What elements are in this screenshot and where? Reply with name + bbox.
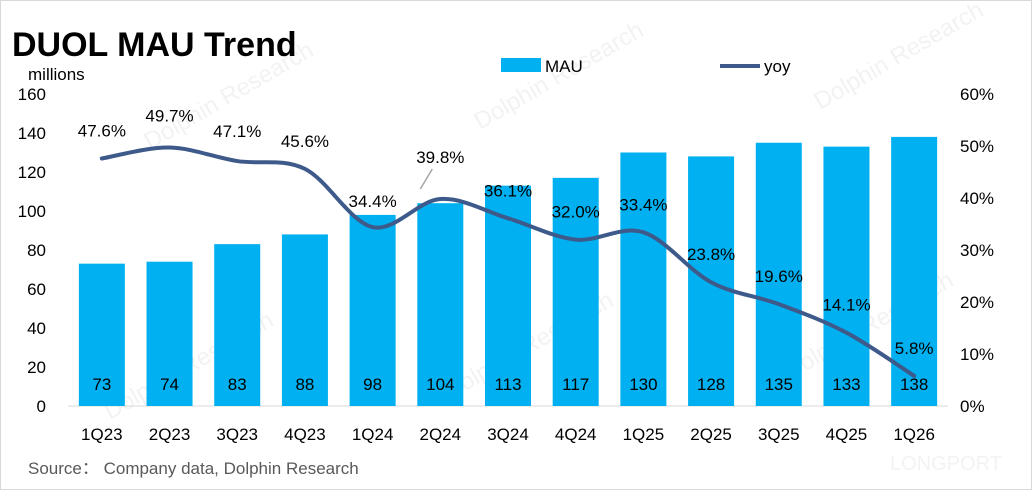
x-tick-label: 1Q25 [623,425,665,444]
x-tick-label: 3Q25 [758,425,800,444]
bar-series [78,136,938,406]
x-tick-label: 3Q23 [216,425,258,444]
y-tick-label: 40 [27,319,46,338]
bar-value-label: 117 [562,375,589,394]
y2-tick-label: 30% [960,241,994,260]
bar-value-label: 113 [494,375,521,394]
x-tick-label: 2Q24 [420,425,462,444]
data-labels: 73 74 83 88 98 104 113 117 130 128 135 133 138 47.6% 4… [78,107,934,394]
bar-mau [146,261,193,406]
legend: MAU yoy [501,57,791,76]
x-tick-label: 1Q24 [352,425,394,444]
y2-tick-label: 50% [960,137,994,156]
label-leader-line [419,168,433,190]
yoy-value-label: 39.8% [416,148,464,167]
bar-mau [552,177,599,406]
legend-label-mau: MAU [545,57,583,76]
bar-mau [417,203,464,406]
bar-mau [214,244,261,406]
y2-tick-label: 10% [960,345,994,364]
y2-tick-label: 60% [960,85,994,104]
bar-value-label: 98 [363,375,382,394]
bar-mau [823,146,870,406]
y-tick-label: 0 [37,397,46,416]
yoy-value-label: 14.1% [822,296,870,315]
x-tick-label: 4Q25 [826,425,868,444]
bar-value-label: 74 [160,375,179,394]
x-tick-label: 2Q23 [149,425,191,444]
yoy-value-label: 19.6% [755,267,803,286]
yoy-value-label: 23.8% [687,245,735,264]
bar-value-label: 73 [92,375,111,394]
bar-value-label: 138 [900,375,928,394]
y-tick-label: 60 [27,280,46,299]
y-tick-label: 20 [27,358,46,377]
bar-mau [349,214,396,406]
bar-value-label: 130 [629,375,657,394]
y2-tick-label: 20% [960,293,994,312]
yoy-value-label: 36.1% [484,181,532,200]
bar-mau [620,152,667,406]
x-tick-label: 4Q23 [284,425,326,444]
y-tick-label: 100 [18,202,46,221]
bar-value-label: 88 [295,375,314,394]
x-tick-label: 1Q26 [893,425,935,444]
yoy-value-label: 5.8% [895,339,934,358]
legend-label-yoy: yoy [764,57,791,76]
bar-value-label: 133 [832,375,860,394]
bar-value-label: 135 [765,375,793,394]
bar-mau [891,136,938,406]
legend-swatch-mau [501,58,541,72]
y-axis-label: millions [28,65,85,84]
x-tick-label: 3Q24 [487,425,529,444]
chart-title: DUOL MAU Trend [12,26,297,64]
yoy-value-label: 33.4% [619,195,667,214]
y-tick-label: 80 [27,241,46,260]
bar-mau [78,263,125,406]
yoy-value-label: 34.4% [349,192,397,211]
bar-value-label: 83 [228,375,247,394]
x-tick-label: 2Q25 [690,425,732,444]
bar-mau [281,234,328,406]
yoy-line [99,145,917,378]
y2-tick-label: 40% [960,189,994,208]
yoy-value-label: 32.0% [552,203,600,222]
watermark-logo: LONGPORT [890,453,1002,475]
bar-value-label: 128 [697,375,725,394]
bar-value-label: 104 [426,375,454,394]
y-tick-label: 160 [18,85,46,104]
y-tick-label: 140 [18,124,46,143]
source-note: Source： Company data, Dolphin Research [28,459,359,478]
yoy-value-label: 45.6% [281,132,329,151]
x-tick-label: 4Q24 [555,425,597,444]
x-tick-label: 1Q23 [81,425,123,444]
yoy-value-label: 49.7% [145,107,193,126]
yoy-value-label: 47.6% [78,121,126,140]
yoy-value-label: 47.1% [213,122,261,141]
y-tick-label: 120 [18,163,46,182]
line-series [99,145,917,378]
bar-mau [755,142,802,406]
y2-tick-label: 0% [960,397,985,416]
